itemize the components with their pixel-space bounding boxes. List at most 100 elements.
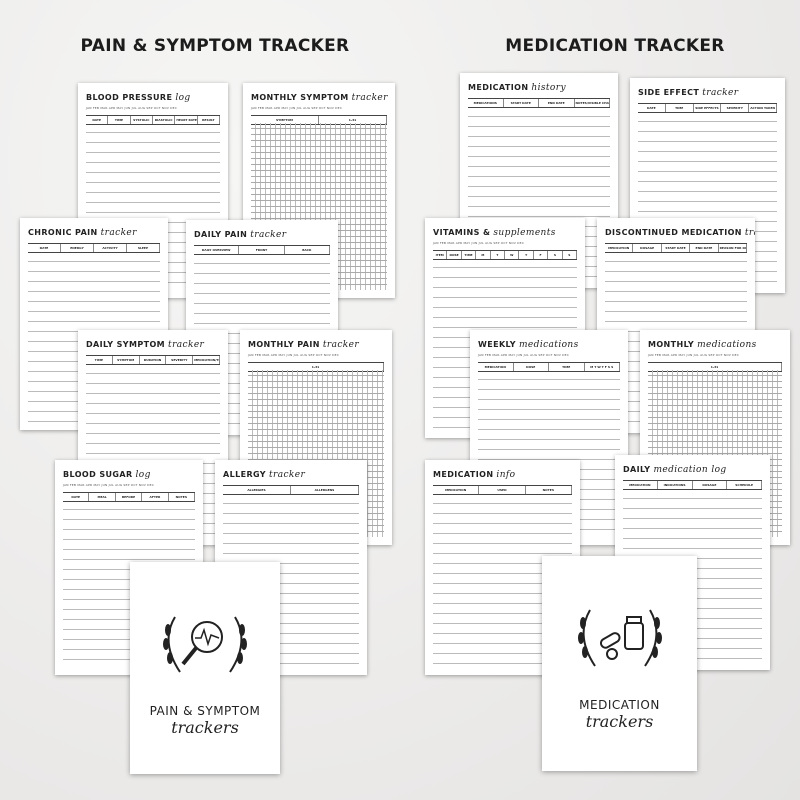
column-header: SYSTOLIC <box>131 116 153 124</box>
title-script: log <box>175 93 191 103</box>
title-script: log <box>135 470 151 480</box>
column-header: M T W T F S S <box>585 363 620 371</box>
title-main: MEDICATION <box>468 83 529 92</box>
column-header: START DATE <box>504 99 539 107</box>
column-header: ACTIVITY <box>94 244 127 252</box>
title-main: CHRONIC PAIN <box>28 228 98 237</box>
pain-symptom-heading: PAIN & SYMPTOM TRACKER <box>80 36 350 56</box>
column-header: AFTER <box>142 493 169 501</box>
column-header: START DATE <box>662 244 691 252</box>
column-header: DATE <box>28 244 61 252</box>
column-header: 1-31 <box>248 363 384 371</box>
months-row: JAN FEB MAR APR MAY JUN JUL AUG SEP OCT … <box>86 106 178 110</box>
page-title: CHRONIC PAIN tracker <box>28 228 160 238</box>
column-header: ITEM <box>433 251 448 259</box>
magnifier-laurel-icon <box>163 616 247 673</box>
column-header: INDICATIONS <box>658 481 693 489</box>
column-header: SEVERITY <box>721 104 750 112</box>
column-header: ALLERGENS <box>291 486 359 494</box>
column-header: BACK <box>285 246 330 254</box>
column-header: FRONT <box>239 246 285 254</box>
column-header: SCHEDULE <box>727 481 762 489</box>
title-main: MONTHLY <box>648 340 695 349</box>
column-header: DATE <box>86 116 109 124</box>
column-header: SLEEP <box>127 244 160 252</box>
page-title: MEDICATION history <box>468 83 610 93</box>
column-header: MEDICATION <box>433 486 480 494</box>
title-script: history <box>531 83 566 93</box>
title-script: tracker <box>250 230 287 240</box>
column-header: HEART RATE <box>176 116 198 124</box>
title-main: MONTHLY PAIN <box>248 340 320 349</box>
column-header: TIME <box>86 356 113 364</box>
column-header: NOTES/VISIBLE CHANGES <box>575 99 610 107</box>
column-header: DAILY OVERVIEW <box>194 246 240 254</box>
title-script: tracker <box>100 228 137 238</box>
title-main: ALLERGY <box>223 470 266 479</box>
page-title: VITAMINS & supplements <box>433 228 577 238</box>
title-script: medications <box>697 340 757 350</box>
title-script: medications <box>519 340 579 350</box>
cover-script: trackers <box>585 712 654 731</box>
column-header: MEDICATIONS <box>468 99 504 107</box>
column-header: S <box>548 251 563 259</box>
column-header: S <box>563 251 578 259</box>
column-header: MEDICATION/TREATMENT <box>194 356 220 364</box>
months-row: JAN FEB MAR APR MAY JUN JUL AUG SEP OCT … <box>63 483 155 487</box>
title-main: VITAMINS & <box>433 228 491 237</box>
column-header: W <box>505 251 520 259</box>
page-title: MEDICATION info <box>433 470 572 480</box>
months-row: JAN FEB MAR APR MAY JUN JUL AUG SEP OCT … <box>433 241 525 245</box>
column-header: USED <box>479 486 526 494</box>
column-header: REASON FOR DISCONTINUATION <box>719 244 748 252</box>
page-title: MONTHLY PAIN tracker <box>248 340 384 350</box>
title-script: medication log <box>653 465 727 475</box>
column-header: DOSE <box>447 251 462 259</box>
page-title: ALLERGY tracker <box>223 470 359 480</box>
page-title: DAILY SYMPTOM tracker <box>86 340 220 350</box>
column-header: DOSAGE <box>633 244 662 252</box>
column-header: SYMPTOM <box>113 356 140 364</box>
column-header: BEFORE <box>116 493 143 501</box>
cover-title: MEDICATION <box>579 698 660 712</box>
title-main: WEEKLY <box>478 340 516 349</box>
title-main: DISCONTINUED MEDICATION <box>605 228 742 237</box>
page-title: BLOOD SUGAR log <box>63 470 195 480</box>
title-main: DAILY <box>623 465 651 474</box>
page-title: DAILY PAIN tracker <box>194 230 330 240</box>
column-header: DIASTOLIC <box>153 116 176 124</box>
title-script: info <box>496 470 516 480</box>
title-script: tracker <box>351 93 388 103</box>
title-main: DAILY SYMPTOM <box>86 340 166 349</box>
page-allergy: ALLERGY tracker ALLERGIES ALLERGENS <box>215 460 367 675</box>
column-header: TIME <box>549 363 585 371</box>
column-header: F <box>534 251 549 259</box>
column-header: ENERGY <box>61 244 94 252</box>
page-title: MONTHLY SYMPTOM tracker <box>251 93 387 103</box>
column-header: DURATION <box>140 356 167 364</box>
title-main: DAILY PAIN <box>194 230 248 239</box>
column-header: ALLERGIES <box>223 486 291 494</box>
title-main: BLOOD SUGAR <box>63 470 133 479</box>
page-title: WEEKLY medications <box>478 340 620 350</box>
title-script: tracker <box>744 228 755 238</box>
months-row: JAN FEB MAR APR MAY JUN JUL AUG SEP OCT … <box>251 106 343 110</box>
title-main: SIDE EFFECT <box>638 88 700 97</box>
page-title: BLOOD PRESSURE log <box>86 93 220 103</box>
page-title: MONTHLY medications <box>648 340 782 350</box>
title-main: MEDICATION <box>433 470 494 479</box>
column-header: DATE <box>63 493 90 501</box>
column-header: ACTION TAKEN <box>750 104 777 112</box>
column-header: MEAL <box>89 493 116 501</box>
column-header: MEDICATION <box>623 481 658 489</box>
column-header: T <box>491 251 506 259</box>
column-header: SIDE EFFECTS <box>694 104 722 112</box>
column-header: END DATE <box>690 244 719 252</box>
title-main: BLOOD PRESSURE <box>86 93 173 102</box>
column-header: TIME <box>462 251 477 259</box>
medication-cover: MEDICATION trackers <box>542 556 697 771</box>
months-row: JAN FEB MAR APR MAY JUN JUL AUG SEP OCT … <box>648 353 740 357</box>
column-header: DATE <box>638 104 666 112</box>
column-header: TIME <box>108 116 131 124</box>
